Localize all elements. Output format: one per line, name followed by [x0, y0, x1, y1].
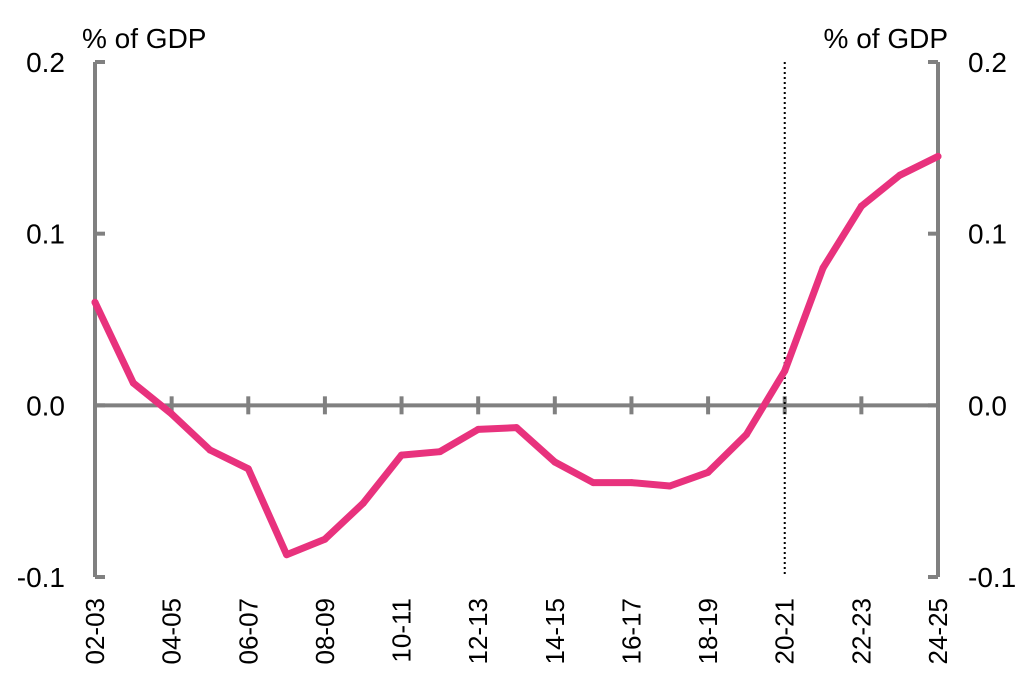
x-tick-label: 16-17: [616, 598, 646, 665]
data-point: [589, 479, 597, 487]
x-tick-label: 18-19: [693, 598, 723, 665]
data-point: [283, 551, 291, 559]
series-line: [91, 152, 942, 559]
axes: [93, 60, 940, 579]
data-point: [857, 202, 865, 210]
x-tick-label: 06-07: [233, 598, 263, 665]
data-point: [129, 379, 137, 387]
data-point: [398, 451, 406, 459]
x-tick-label: 08-09: [310, 598, 340, 665]
data-point: [896, 171, 904, 179]
data-point: [551, 458, 559, 466]
data-point: [742, 431, 750, 439]
data-point: [513, 424, 520, 432]
data-point: [704, 468, 712, 476]
data-point: [321, 535, 329, 543]
y-tick-label-right: -0.1: [968, 562, 1016, 593]
y-tick-label-left: 0.0: [26, 390, 65, 421]
y-tick-label-right: 0.1: [968, 219, 1007, 250]
y-axis-left-unit: % of GDP: [82, 23, 206, 54]
x-tick-label: 20-21: [770, 598, 800, 665]
data-point: [359, 499, 367, 507]
x-tick-label: 24-25: [923, 598, 953, 665]
x-tick-label: 12-13: [463, 598, 493, 665]
y-tick-label-right: 0.0: [968, 390, 1007, 421]
data-point: [627, 479, 635, 487]
data-point: [934, 152, 942, 160]
data-point: [168, 410, 176, 418]
y-tick-label-left: 0.2: [26, 47, 65, 78]
data-point: [474, 425, 482, 433]
labels-layer: 0.2 0.2 0.1 0.1 0.0 0.0 -0.1 -0.1 02-03 04-05 06-0…: [17, 47, 1017, 665]
y-tick-label-left: 0.1: [26, 219, 65, 250]
x-tick-label: 02-03: [80, 598, 110, 665]
y-tick-label-right: 0.2: [968, 47, 1007, 78]
data-point: [781, 367, 789, 375]
x-tick-label: 10-11: [387, 598, 417, 663]
data-point: [244, 465, 252, 473]
y-axis-right-unit: % of GDP: [824, 23, 948, 54]
series-layer: [91, 152, 942, 559]
data-point: [819, 264, 827, 272]
x-tick-label: 22-23: [846, 598, 876, 665]
data-point: [436, 448, 444, 456]
x-tick-label: 04-05: [157, 598, 187, 665]
y-tick-label-left: -0.1: [17, 562, 65, 593]
x-tick-label: 14-15: [540, 598, 570, 665]
data-point: [206, 446, 214, 454]
data-point: [91, 298, 99, 306]
data-point: [666, 482, 674, 490]
